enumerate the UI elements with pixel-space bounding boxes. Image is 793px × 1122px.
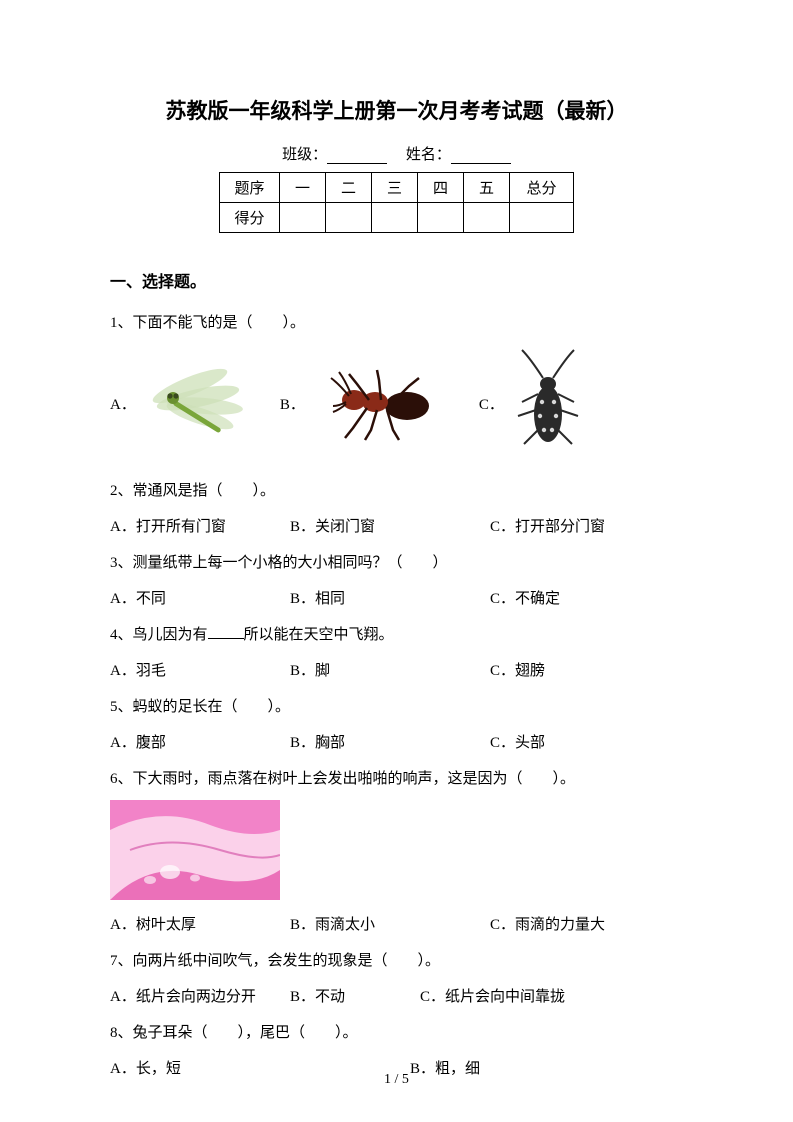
q5-optB: B．胸部 xyxy=(290,728,490,758)
q3-optA: A．不同 xyxy=(110,584,290,614)
class-label: 班级： xyxy=(282,147,327,163)
td-blank[interactable] xyxy=(372,203,418,233)
th-4: 四 xyxy=(418,173,464,203)
q6-options: A．树叶太厚 B．雨滴太小 C．雨滴的力量大 xyxy=(110,910,683,940)
th-total: 总分 xyxy=(510,173,574,203)
q6-text: 6、下大雨时，雨点落在树叶上会发出啪啪的响声，这是因为（ ）。 xyxy=(110,764,683,794)
table-row: 题序 一 二 三 四 五 总分 xyxy=(220,173,574,203)
q1-optC-label: C． xyxy=(479,393,504,414)
beetle-icon xyxy=(508,348,588,458)
q5-optC: C．头部 xyxy=(490,728,545,758)
q4-after: 所以能在天空中飞翔。 xyxy=(244,627,394,643)
td-blank[interactable] xyxy=(464,203,510,233)
td-blank[interactable] xyxy=(326,203,372,233)
th-seq: 题序 xyxy=(220,173,280,203)
class-blank[interactable] xyxy=(327,148,387,164)
page-number: 1 / 5 xyxy=(0,1072,793,1088)
q4-text: 4、鸟儿因为有 所以能在天空中飞翔。 xyxy=(110,620,683,650)
th-3: 三 xyxy=(372,173,418,203)
q2-optC: C．打开部分门窗 xyxy=(490,512,605,542)
td-blank[interactable] xyxy=(418,203,464,233)
q5-text: 5、蚂蚁的足长在（ ）。 xyxy=(110,692,683,722)
td-score-label: 得分 xyxy=(220,203,280,233)
q4-optA: A．羽毛 xyxy=(110,656,290,686)
q7-options: A．纸片会向两边分开 B．不动 C．纸片会向中间靠拢 xyxy=(110,982,683,1012)
q7-optA: A．纸片会向两边分开 xyxy=(110,982,290,1012)
q7-optC: C．纸片会向中间靠拢 xyxy=(420,982,565,1012)
q2-optB: B．关闭门窗 xyxy=(290,512,490,542)
q8-text: 8、兔子耳朵（ ），尾巴（ ）。 xyxy=(110,1018,683,1048)
q5-optA: A．腹部 xyxy=(110,728,290,758)
th-1: 一 xyxy=(280,173,326,203)
student-info-line: 班级： 姓名： xyxy=(110,143,683,164)
q7-optB: B．不动 xyxy=(290,982,420,1012)
table-row: 得分 xyxy=(220,203,574,233)
dragonfly-icon xyxy=(140,356,250,451)
q7-text: 7、向两片纸中间吹气，会发生的现象是（ ）。 xyxy=(110,946,683,976)
page-title: 苏教版一年级科学上册第一次月考考试题（最新） xyxy=(110,95,683,125)
q4-before: 4、鸟儿因为有 xyxy=(110,627,208,643)
q1-optA-label: A． xyxy=(110,393,136,414)
name-label: 姓名： xyxy=(406,147,451,163)
q6-optB: B．雨滴太小 xyxy=(290,910,490,940)
q5-options: A．腹部 B．胸部 C．头部 xyxy=(110,728,683,758)
q3-optC: C．不确定 xyxy=(490,584,560,614)
q4-options: A．羽毛 B．脚 C．翅膀 xyxy=(110,656,683,686)
q2-text: 2、常通风是指（ ）。 xyxy=(110,476,683,506)
ant-icon xyxy=(309,356,449,451)
q1-options: A． B． C． xyxy=(110,348,683,458)
q3-optB: B．相同 xyxy=(290,584,490,614)
name-blank[interactable] xyxy=(451,148,511,164)
q4-blank[interactable] xyxy=(208,638,244,639)
q6-optA: A．树叶太厚 xyxy=(110,910,290,940)
q2-options: A．打开所有门窗 B．关闭门窗 C．打开部分门窗 xyxy=(110,512,683,542)
q4-optB: B．脚 xyxy=(290,656,490,686)
pink-leaf-image xyxy=(110,800,280,900)
score-table: 题序 一 二 三 四 五 总分 得分 xyxy=(219,172,574,233)
th-2: 二 xyxy=(326,173,372,203)
td-blank[interactable] xyxy=(510,203,574,233)
td-blank[interactable] xyxy=(280,203,326,233)
q1-optB-label: B． xyxy=(280,393,305,414)
q6-optC: C．雨滴的力量大 xyxy=(490,910,605,940)
q2-optA: A．打开所有门窗 xyxy=(110,512,290,542)
th-5: 五 xyxy=(464,173,510,203)
q3-text: 3、测量纸带上每一个小格的大小相同吗？（ ） xyxy=(110,548,683,578)
q1-text: 1、下面不能飞的是（ ）。 xyxy=(110,308,683,338)
q3-options: A．不同 B．相同 C．不确定 xyxy=(110,584,683,614)
q4-optC: C．翅膀 xyxy=(490,656,545,686)
section-1-heading: 一、选择题。 xyxy=(110,268,683,292)
